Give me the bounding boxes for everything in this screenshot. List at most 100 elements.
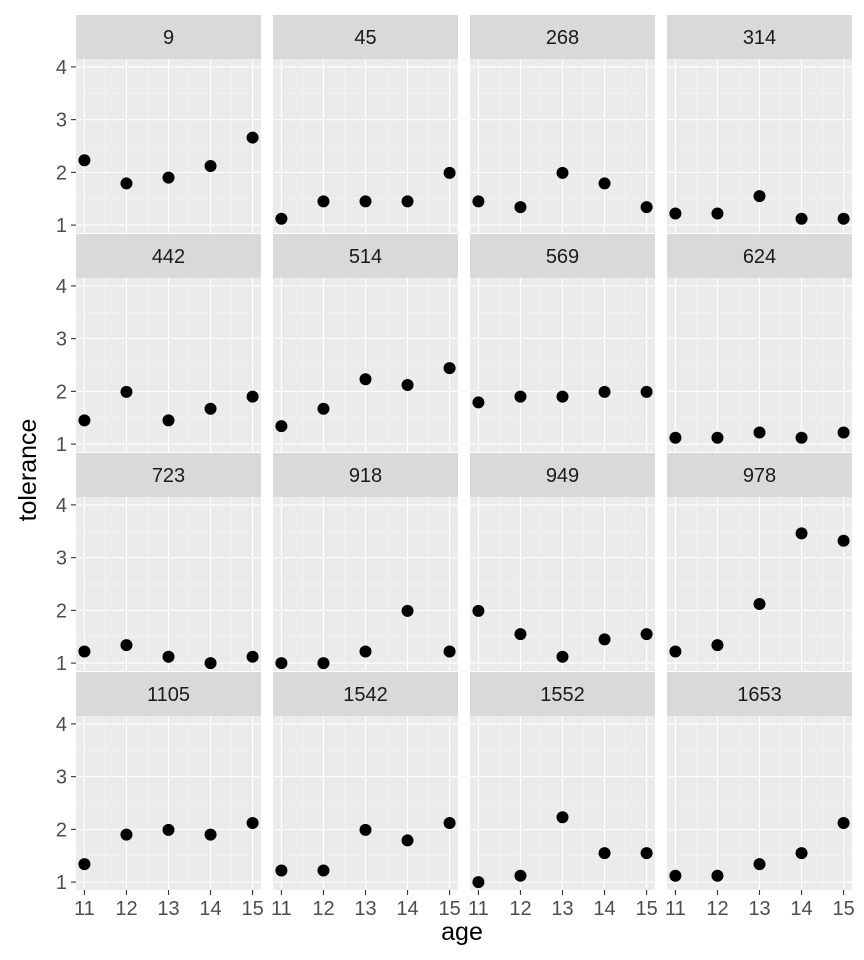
facet-label: 442: [152, 246, 185, 268]
data-point: [246, 390, 259, 403]
facet-panel: 514: [273, 234, 458, 452]
data-point: [401, 834, 414, 847]
facet-label: 624: [743, 246, 776, 268]
x-tick-label: 12: [509, 898, 531, 920]
x-tick-label: 11: [271, 898, 292, 920]
x-tick-label: 14: [199, 898, 221, 920]
data-point: [514, 390, 527, 403]
x-tick-label: 11: [665, 898, 686, 920]
facet-label: 45: [354, 27, 376, 49]
data-point: [120, 639, 133, 652]
data-point: [246, 131, 259, 144]
facet-panel: 45: [273, 15, 458, 233]
y-tick-label: 2: [56, 162, 67, 184]
data-point: [837, 426, 850, 439]
facet-strip: [470, 15, 655, 59]
facet-panel: 978: [667, 453, 852, 671]
facet-strip: [667, 672, 852, 716]
data-point: [514, 869, 527, 882]
facet-panel: 1542 11 12 13 14 15: [271, 672, 461, 920]
facet-panel: 268: [470, 15, 655, 233]
x-tick-label: 13: [748, 898, 770, 920]
data-point: [204, 657, 217, 670]
data-point: [514, 201, 527, 214]
facet-label: 1542: [343, 684, 388, 706]
facet-panel: 723 1 2 3 4: [56, 453, 261, 675]
x-tick-label: 12: [706, 898, 728, 920]
y-tick-label: 2: [56, 600, 67, 622]
facet-label: 978: [743, 465, 776, 487]
data-point: [669, 869, 682, 882]
y-tick-label: 3: [56, 110, 67, 132]
data-point: [246, 650, 259, 663]
facet-label: 1105: [147, 684, 190, 706]
facet-panel: 1653 11 12 13 14 15: [665, 672, 855, 920]
data-point: [317, 864, 330, 877]
data-point: [401, 195, 414, 208]
facet-strip: [273, 234, 458, 278]
facet-strip: [273, 453, 458, 497]
facet-panel: 624: [667, 234, 852, 452]
x-tick-label: 13: [551, 898, 573, 920]
data-point: [795, 431, 808, 444]
data-point: [640, 201, 653, 214]
data-point: [359, 645, 372, 658]
y-tick-label: 4: [56, 276, 67, 298]
data-point: [78, 858, 91, 871]
facet-label: 514: [349, 246, 382, 268]
facet-panel: 442 1 2 3 4: [56, 234, 261, 456]
x-tick-label: 11: [468, 898, 489, 920]
data-point: [401, 604, 414, 617]
y-tick-label: 4: [56, 714, 67, 736]
data-point: [120, 177, 133, 190]
x-tick-label: 14: [396, 898, 418, 920]
facet-panel: 918: [273, 453, 458, 671]
facet-strip: [76, 234, 261, 278]
data-point: [556, 166, 569, 179]
y-tick-label: 3: [56, 548, 67, 570]
data-point: [317, 195, 330, 208]
facet-label: 268: [546, 27, 579, 49]
data-point: [795, 212, 808, 225]
data-point: [443, 645, 456, 658]
x-tick-label: 15: [241, 898, 263, 920]
data-point: [753, 598, 766, 611]
data-point: [598, 177, 611, 190]
facet-strip: [470, 672, 655, 716]
facet-strip: [667, 15, 852, 59]
data-point: [443, 817, 456, 830]
x-tick-label: 13: [157, 898, 179, 920]
x-tick-label: 15: [438, 898, 460, 920]
data-point: [204, 402, 217, 415]
data-point: [598, 847, 611, 860]
data-point: [204, 160, 217, 173]
x-axis-title: age: [441, 918, 483, 946]
data-point: [795, 527, 808, 540]
facet-strip: [76, 453, 261, 497]
y-axis-title: tolerance: [14, 419, 42, 522]
data-point: [359, 823, 372, 836]
data-point: [162, 650, 175, 663]
data-point: [837, 212, 850, 225]
data-point: [275, 212, 288, 225]
data-point: [120, 385, 133, 398]
data-point: [317, 657, 330, 670]
data-point: [598, 385, 611, 398]
facet-strip: [667, 453, 852, 497]
facet-strip: [76, 672, 261, 716]
data-point: [359, 373, 372, 386]
data-point: [317, 402, 330, 415]
data-point: [162, 823, 175, 836]
data-point: [78, 645, 91, 658]
data-point: [78, 414, 91, 427]
data-point: [162, 414, 175, 427]
data-point: [711, 869, 724, 882]
data-point: [443, 362, 456, 375]
facet-label: 314: [743, 27, 776, 49]
y-tick-label: 1: [56, 434, 67, 456]
data-point: [669, 207, 682, 220]
facet-panel: 314: [667, 15, 852, 233]
data-point: [837, 534, 850, 547]
facet-strip: [273, 15, 458, 59]
